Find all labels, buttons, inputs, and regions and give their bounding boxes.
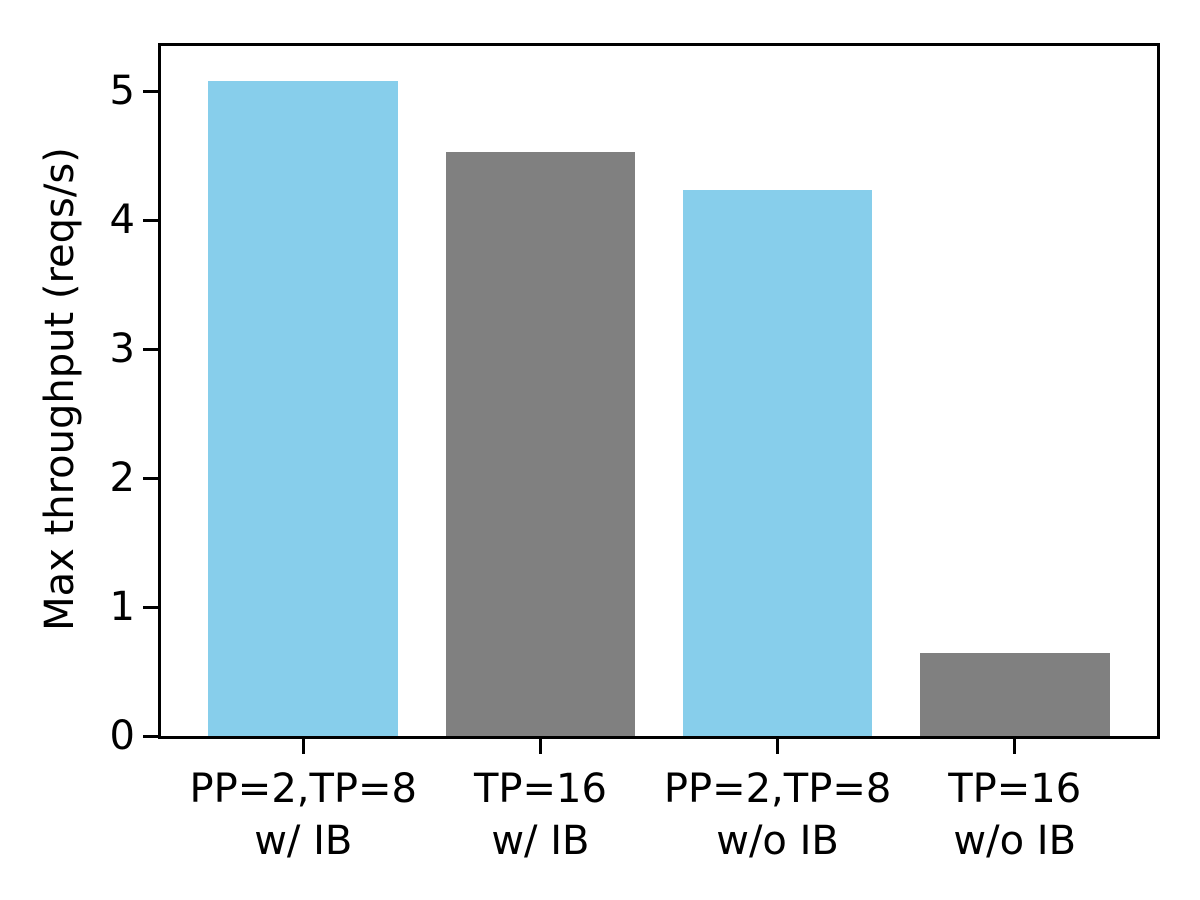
y-tick-mark-3 [143,347,158,351]
x-tick-mark-3 [1013,739,1017,754]
bar-1 [445,151,636,736]
y-tick-label-1: 1 [109,584,135,631]
bar-3 [919,653,1110,736]
y-tick-mark-5 [143,89,158,93]
y-tick-mark-2 [143,476,158,480]
y-axis-label: Max throughput (reqs/s) [37,147,83,631]
x-tick-mark-0 [301,739,305,754]
bar-2 [682,190,873,736]
x-tick-mark-2 [776,739,780,754]
x-tick-label-0: PP=2,TP=8 w/ IB [189,766,418,864]
x-tick-mark-1 [538,739,542,754]
x-tick-label-2: PP=2,TP=8 w/o IB [663,766,892,864]
y-tick-label-4: 4 [109,197,135,244]
x-tick-label-3: TP=16 w/o IB [948,766,1082,864]
bar-0 [208,80,399,736]
y-tick-label-3: 3 [109,326,135,373]
y-tick-mark-4 [143,218,158,222]
y-tick-mark-1 [143,605,158,609]
y-tick-label-2: 2 [109,455,135,502]
y-tick-label-0: 0 [109,713,135,759]
y-tick-label-5: 5 [109,68,135,115]
plot-area: PP=2,TP=8 w/ IB TP=16 w/ IB PP=2,TP=8 w/o … [110,43,1160,864]
y-tick-mark-0 [143,734,158,738]
x-tick-label-1: TP=16 w/ IB [473,766,607,864]
